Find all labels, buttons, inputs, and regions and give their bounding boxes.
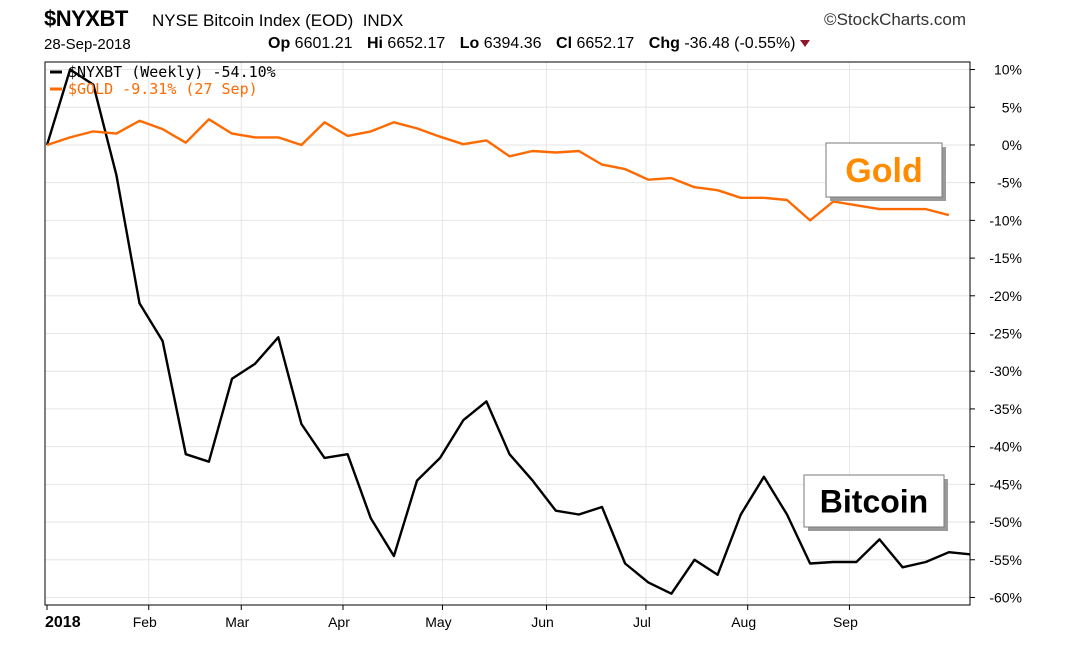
x-tick-label: Aug	[731, 614, 756, 630]
legend-label-gold: $GOLD -9.31% (27 Sep)	[68, 80, 258, 98]
y-tick-label: -5%	[997, 175, 1022, 191]
y-tick-label: -15%	[989, 250, 1022, 266]
x-tick-label: Sep	[833, 614, 858, 630]
x-tick-label: Apr	[328, 614, 350, 630]
y-tick-label: -20%	[989, 288, 1022, 304]
x-tick-label: Mar	[225, 614, 249, 630]
y-tick-label: 10%	[994, 62, 1022, 78]
y-tick-label: -60%	[989, 589, 1022, 605]
series-line-gold	[47, 119, 949, 220]
x-tick-label: Jun	[531, 614, 554, 630]
x-tick-label: May	[425, 614, 451, 630]
y-tick-label: -55%	[989, 552, 1022, 568]
y-tick-label: -25%	[989, 326, 1022, 342]
y-tick-label: -50%	[989, 514, 1022, 530]
y-tick-label: -10%	[989, 212, 1022, 228]
x-tick-label: Jul	[633, 614, 651, 630]
annotation-label-bitcoin: Bitcoin	[820, 484, 928, 520]
annotation-label-gold: Gold	[845, 152, 922, 190]
y-tick-label: -30%	[989, 363, 1022, 379]
y-tick-label: 0%	[1002, 137, 1022, 153]
y-tick-label: 5%	[1002, 99, 1022, 115]
y-tick-label: -45%	[989, 476, 1022, 492]
legend-label-bitcoin: $NYXBT (Weekly) -54.10%	[68, 63, 276, 81]
x-tick-label: 2018	[45, 614, 81, 631]
y-tick-label: -35%	[989, 401, 1022, 417]
y-tick-label: -40%	[989, 439, 1022, 455]
x-tick-label: Feb	[133, 614, 157, 630]
